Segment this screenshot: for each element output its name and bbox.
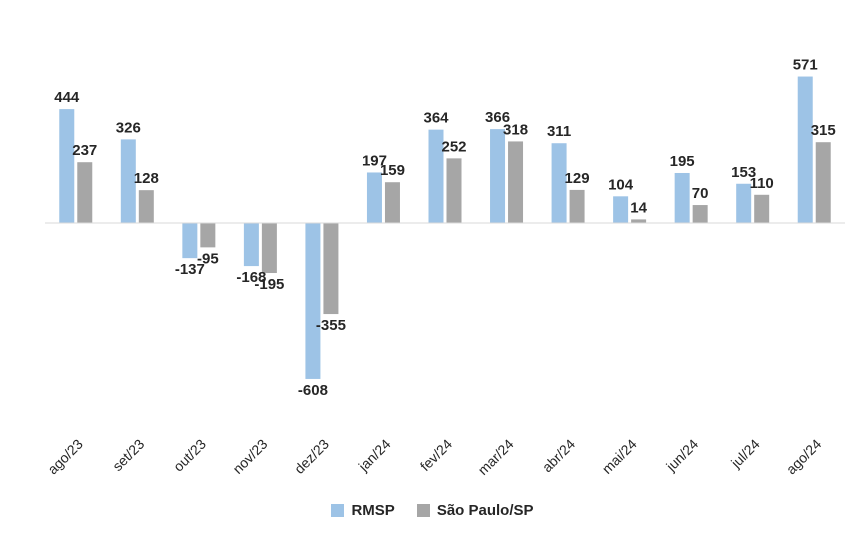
x-tick-label: jun/24: [662, 436, 701, 475]
data-label-2-ago-23: 237: [72, 142, 97, 159]
bar-2-out-23: [200, 223, 216, 248]
bar-2-mar-24: [508, 141, 524, 223]
bar-1-ago-23: [59, 109, 75, 223]
data-label-1-mai-24: 104: [608, 176, 634, 193]
bar-2-fev-24: [446, 158, 462, 223]
bar-2-abr-24: [569, 189, 585, 223]
data-label-2-mar-24: 318: [503, 121, 528, 138]
bar-2-jan-24: [384, 182, 400, 223]
data-label-1-nov-23: -168: [236, 269, 266, 286]
bar-1-jan-24: [366, 172, 382, 223]
data-label-1-dez-23: -608: [298, 382, 328, 399]
bar-1-jul-24: [736, 183, 752, 223]
x-tick-label: ago/24: [783, 436, 825, 478]
data-label-2-jul-24: 110: [750, 175, 774, 192]
legend-swatch-series-2: [416, 504, 430, 517]
bar-2-mai-24: [631, 219, 647, 223]
data-label-1-jan-24: 197: [362, 152, 387, 169]
x-tick-label: jul/24: [727, 436, 763, 472]
legend-item-series-1: RMSP: [331, 502, 395, 519]
data-label-1-fev-24: 364: [423, 110, 449, 127]
x-tick-label: jan/24: [355, 436, 394, 475]
data-label-2-nov-23: -195: [254, 276, 284, 293]
data-label-2-out-23: -95: [197, 250, 219, 267]
bar-1-fev-24: [428, 129, 444, 223]
x-tick-label: mai/24: [599, 436, 640, 477]
data-label-1-jun-24: 195: [670, 153, 695, 170]
data-label-2-ago-24: 315: [811, 122, 836, 139]
data-label-1-set-23: 326: [116, 119, 141, 136]
bar-1-nov-23: [243, 223, 259, 267]
bar-1-dez-23: [305, 223, 321, 379]
bar-1-mar-24: [490, 129, 506, 223]
bar-2-set-23: [138, 190, 154, 223]
data-label-2-dez-23: -355: [316, 317, 346, 334]
legend-label-series-1: RMSP: [351, 502, 395, 519]
x-tick-label: out/23: [170, 436, 209, 475]
x-tick-label: dez/23: [291, 436, 332, 477]
legend-swatch-series-1: [331, 504, 345, 517]
bar-2-nov-23: [261, 223, 277, 274]
data-label-1-ago-24: 571: [793, 57, 818, 74]
x-tick-label: set/23: [109, 436, 147, 474]
bar-1-mai-24: [613, 196, 629, 223]
legend: RMSP São Paulo/SP: [0, 502, 865, 519]
data-label-1-ago-23: 444: [54, 89, 80, 106]
legend-item-series-2: São Paulo/SP: [416, 502, 534, 519]
data-label-1-abr-24: 311: [547, 123, 571, 140]
data-label-2-jun-24: 70: [692, 185, 709, 202]
bar-2-dez-23: [323, 223, 339, 315]
bar-2-ago-23: [77, 162, 93, 223]
data-label-2-mai-24: 14: [630, 199, 647, 216]
bar-1-ago-24: [797, 76, 813, 223]
x-tick-label: mar/24: [475, 436, 517, 478]
bar-1-set-23: [120, 139, 136, 223]
bar-2-jul-24: [754, 194, 770, 223]
x-tick-label: nov/23: [229, 436, 270, 477]
bar-1-jun-24: [674, 172, 690, 223]
data-label-1-mar-24: 366: [485, 109, 510, 126]
data-label-2-abr-24: 129: [565, 170, 590, 187]
data-label-1-jul-24: 153: [731, 164, 756, 181]
data-label-2-set-23: 128: [134, 170, 159, 187]
data-label-2-fev-24: 252: [441, 138, 466, 155]
bar-chart: 444237326128-137-95-168-195-608-35519715…: [44, 57, 845, 478]
x-tick-label: ago/23: [44, 436, 86, 478]
data-label-2-jan-24: 159: [380, 162, 405, 179]
bar-2-ago-24: [815, 142, 831, 223]
bar-1-out-23: [182, 223, 198, 259]
legend-label-series-2: São Paulo/SP: [436, 502, 534, 519]
data-label-1-out-23: -137: [175, 261, 205, 278]
bar-1-abr-24: [551, 143, 567, 223]
x-tick-label: fev/24: [417, 436, 455, 474]
x-tick-label: abr/24: [539, 436, 579, 476]
bar-2-jun-24: [692, 205, 708, 223]
